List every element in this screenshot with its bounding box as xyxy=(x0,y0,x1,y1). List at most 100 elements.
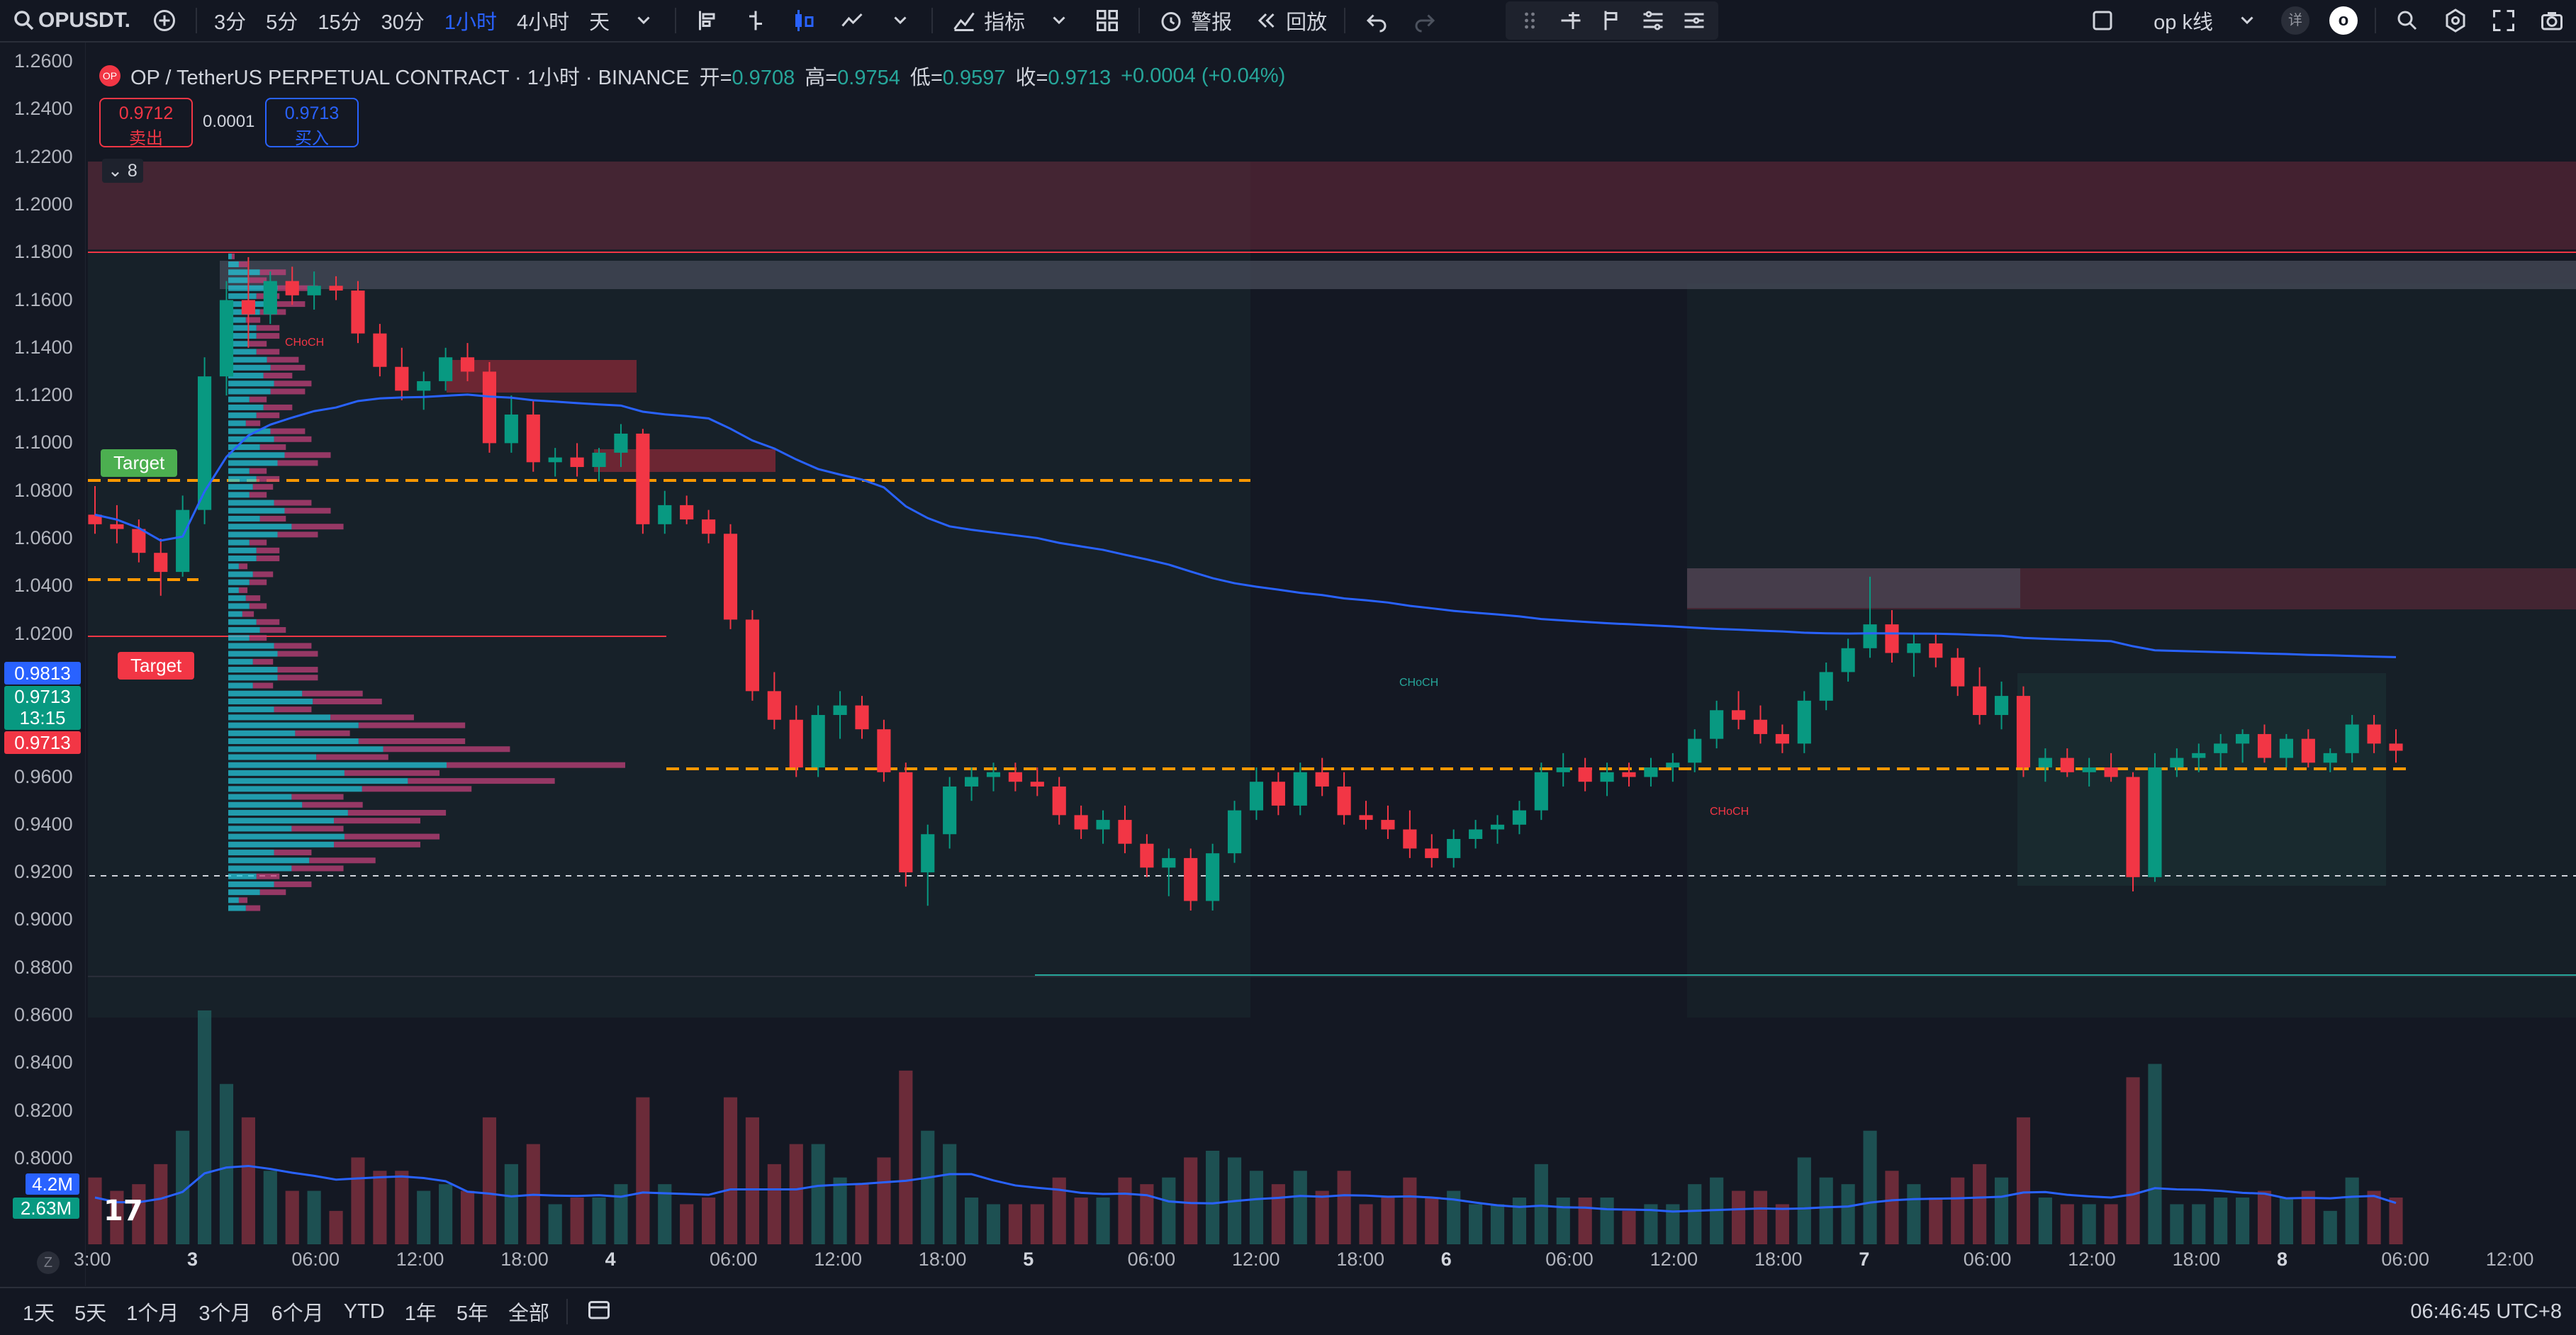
zone-right xyxy=(1687,283,2576,1018)
candle-body xyxy=(1666,762,1680,768)
drag-handle-icon[interactable] xyxy=(1516,6,1544,35)
volume-bar xyxy=(833,1177,847,1244)
volume-profile-bar-sell xyxy=(263,404,293,410)
range-1m[interactable]: 1个月 xyxy=(126,1302,179,1325)
range-1y[interactable]: 1年 xyxy=(404,1302,437,1325)
user-avatar[interactable]: o xyxy=(2319,0,2368,41)
legend-title[interactable]: OP / TetherUS PERPETUAL CONTRACT · 1小时 ·… xyxy=(130,67,690,89)
chevron-down-icon xyxy=(629,6,658,35)
plus-circle-icon xyxy=(150,6,179,35)
templates-button[interactable] xyxy=(1083,0,1131,41)
detail-badge[interactable]: 详 xyxy=(2271,0,2319,41)
replay-button[interactable]: 回放 xyxy=(1242,0,1337,41)
line-style-button[interactable] xyxy=(828,0,876,41)
time-axis-label: 18:00 xyxy=(1754,1249,1803,1270)
volume-profile-bar-sell xyxy=(313,698,382,704)
range-1d[interactable]: 1天 xyxy=(23,1302,55,1325)
volume-profile-bar-buy xyxy=(228,356,267,363)
fullscreen-button[interactable] xyxy=(2480,0,2528,41)
volume-profile-bar-sell xyxy=(231,253,235,259)
volume-profile-bar-sell xyxy=(277,675,318,681)
quick-search-button[interactable] xyxy=(2383,0,2431,41)
volume-bar xyxy=(1315,1190,1329,1244)
fib-tool-icon[interactable] xyxy=(1557,6,1585,35)
volume-profile-bar-buy xyxy=(228,889,260,896)
bar-style-button[interactable] xyxy=(683,0,732,41)
candle-body xyxy=(2323,753,2337,763)
symbol-search[interactable]: OPUSDT. xyxy=(0,0,140,41)
candle-body xyxy=(1885,624,1899,653)
price-chart[interactable]: CHoCH CHoCH CHoCH xyxy=(0,43,2576,1287)
layout-dropdown[interactable] xyxy=(2223,0,2271,41)
alert-button[interactable]: 警报 xyxy=(1147,0,1242,41)
time-axis-label: 18:00 xyxy=(500,1249,549,1270)
ohlc-style-button[interactable] xyxy=(732,0,780,41)
settings-lines-icon[interactable] xyxy=(1639,6,1667,35)
volume-profile-bar-sell xyxy=(334,841,420,847)
indicators-label: 指标 xyxy=(984,11,1026,34)
range-5d[interactable]: 5天 xyxy=(74,1302,107,1325)
range-ytd[interactable]: YTD xyxy=(343,1300,385,1323)
volume-profile-bar-sell xyxy=(277,460,318,466)
volume-profile-bar-buy xyxy=(228,515,260,522)
layout-checkbox[interactable] xyxy=(2078,0,2127,41)
volume-bar xyxy=(1381,1198,1395,1244)
go-to-date-button[interactable] xyxy=(575,1295,623,1328)
interval-4h[interactable]: 4小时 xyxy=(516,11,570,34)
candle-body xyxy=(1052,786,1066,816)
interval-3m[interactable]: 3分 xyxy=(214,11,247,34)
indicators-dropdown[interactable] xyxy=(1035,0,1083,41)
legend-open-label: 开= xyxy=(699,67,732,89)
volume-bar xyxy=(1644,1204,1658,1244)
candle-body xyxy=(1184,857,1198,901)
sliders-icon[interactable] xyxy=(1680,6,1708,35)
layout-name[interactable]: op k线 xyxy=(2154,11,2213,34)
interval-5m[interactable]: 5分 xyxy=(266,11,298,34)
volume-profile-bar-sell xyxy=(284,507,331,514)
legend-close-label: 收= xyxy=(1015,67,1048,89)
interval-15m[interactable]: 15分 xyxy=(318,11,362,34)
candle-body xyxy=(1140,843,1154,868)
chevron-down-icon: ⌄ xyxy=(108,161,123,181)
line-chart-icon xyxy=(838,6,866,35)
flag-tool-icon[interactable] xyxy=(1598,6,1626,35)
range-5y[interactable]: 5年 xyxy=(456,1302,488,1325)
price-tag-red: 0.9713 xyxy=(4,731,81,754)
candle-body xyxy=(1337,786,1351,816)
indicators-collapse-toggle[interactable]: ⌄ 8 xyxy=(102,159,143,183)
candles-icon xyxy=(790,6,818,35)
undo-button[interactable] xyxy=(1353,0,1401,41)
time-axis-label: 12:00 xyxy=(2485,1249,2534,1270)
range-all[interactable]: 全部 xyxy=(508,1302,549,1325)
tradingview-logo[interactable]: 17 xyxy=(103,1195,143,1227)
range-6m[interactable]: 6个月 xyxy=(271,1302,324,1325)
indicators-button[interactable]: 指标 xyxy=(940,0,1035,41)
candle-body xyxy=(921,834,935,873)
screenshot-button[interactable] xyxy=(2528,0,2576,41)
interval-1d[interactable]: 天 xyxy=(589,11,610,34)
volume-profile-bar-sell xyxy=(252,571,274,578)
sell-button[interactable]: 0.9712 卖出 xyxy=(99,98,193,148)
volume-bar xyxy=(1469,1204,1483,1244)
settings-button[interactable] xyxy=(2431,0,2480,41)
buy-button[interactable]: 0.9713 买入 xyxy=(265,98,359,148)
interval-dropdown[interactable] xyxy=(620,0,668,41)
add-symbol-button[interactable] xyxy=(140,0,189,41)
volume-bar xyxy=(2345,1177,2359,1244)
style-dropdown[interactable] xyxy=(876,0,924,41)
volume-bar xyxy=(1425,1198,1439,1244)
clock[interactable]: 06:46:45 UTC+8 xyxy=(2410,1300,2562,1323)
z-toggle[interactable]: Z xyxy=(37,1251,60,1274)
volume-profile-bar-buy xyxy=(228,587,239,593)
range-3m[interactable]: 3个月 xyxy=(198,1302,252,1325)
volume-profile-bar-buy xyxy=(228,778,408,784)
volume-bar xyxy=(1206,1151,1220,1244)
interval-1h[interactable]: 1小时 xyxy=(444,11,497,34)
volume-profile-bar-buy xyxy=(228,865,292,872)
fullscreen-icon xyxy=(2490,6,2518,35)
volume-profile-bar-buy xyxy=(228,675,278,681)
candle-style-button[interactable] xyxy=(780,0,828,41)
interval-30m[interactable]: 30分 xyxy=(381,11,425,34)
legend-high: 0.9754 xyxy=(837,67,900,89)
redo-button[interactable] xyxy=(1401,0,1449,41)
